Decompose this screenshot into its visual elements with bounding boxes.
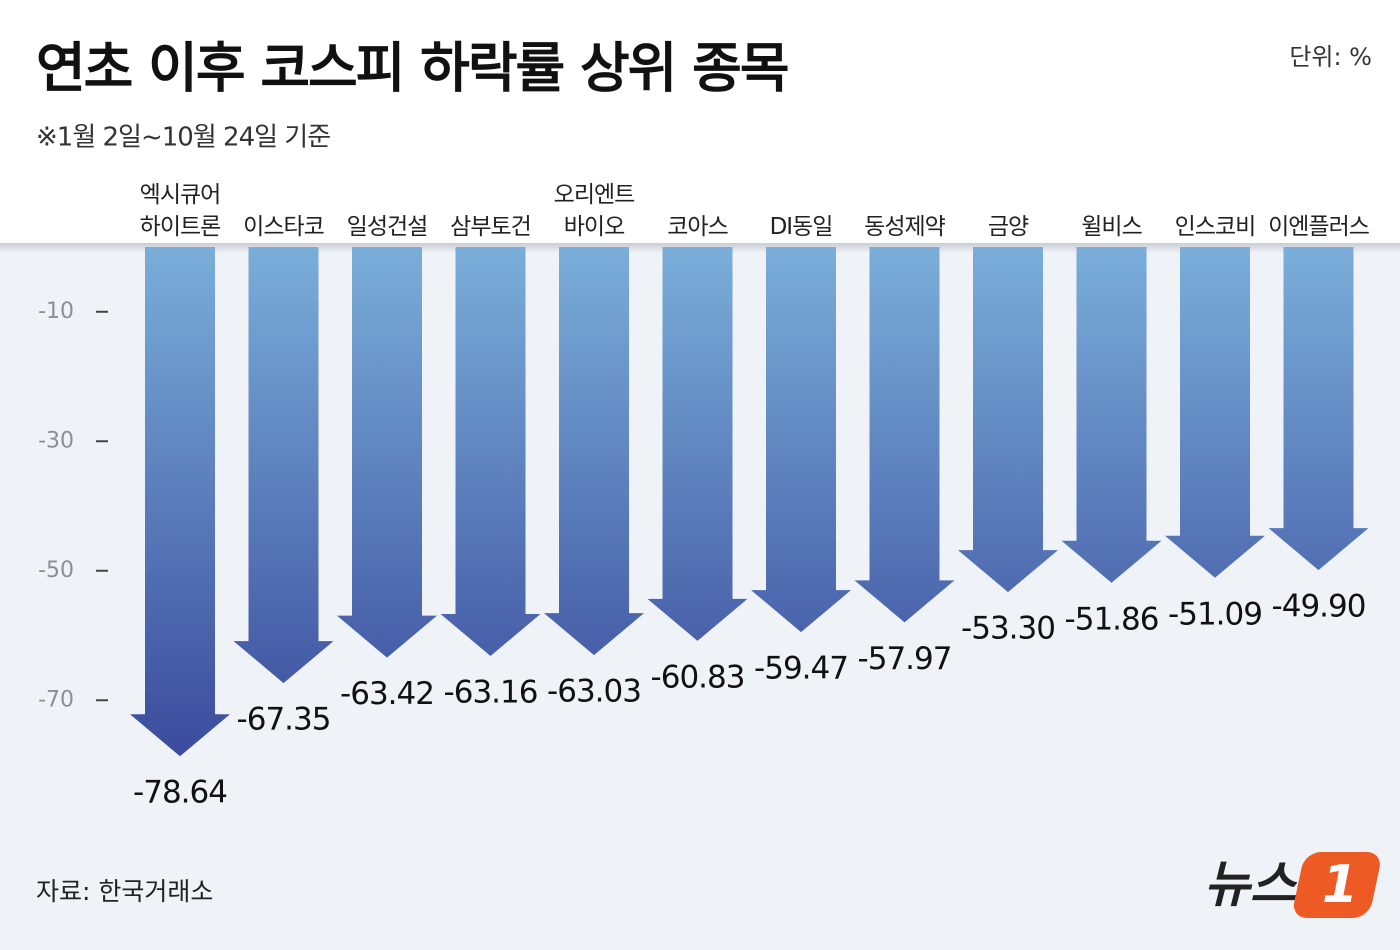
value-label: -49.90 [1272,589,1366,625]
value-label: -63.16 [444,674,538,710]
value-label: -63.03 [547,674,641,710]
logo-badge [1293,852,1380,918]
arrow-bar [647,247,748,641]
category-label: 동성제약 [864,214,946,240]
category-label: 금양 [987,214,1029,240]
y-tick-label: -10 [38,299,74,324]
unit: 단위: % [1289,43,1372,71]
value-label: -57.97 [858,641,952,677]
value-label: -67.35 [237,702,331,738]
y-tick-label: -50 [38,558,74,583]
value-label: -53.30 [961,611,1055,647]
category-label: 삼부토건 [450,214,532,240]
category-label: DI동일 [769,214,834,240]
value-label: -60.83 [651,659,745,695]
header-band [0,0,1400,245]
y-tick-label: -70 [38,687,74,712]
arrow-bar [751,247,851,633]
logo-text: 뉴스 [1204,856,1298,914]
arrow-bar [544,247,644,656]
value-label: -63.42 [340,676,434,712]
arrow-bar [1165,247,1265,578]
value-label: -78.64 [133,775,227,811]
category-label: 오리엔트 바이오 [553,182,636,240]
arrow-bar [337,247,437,658]
category-label: 이엔플러스 [1268,214,1370,240]
category-label: 인스코비 [1174,214,1257,240]
value-label: -51.09 [1168,596,1262,632]
category-label: 엑시큐어 하이트론 [139,182,222,240]
category-label: 윌비스 [1081,214,1142,240]
arrow-bar [1268,247,1369,571]
category-label: 코아스 [667,214,728,240]
arrow-bar [233,247,334,684]
arrow-bar [440,247,541,656]
category-label: 이스타코 [243,214,325,240]
chart-title: 연초 이후 코스피 하락률 상위 종목 [36,37,788,100]
arrow-bar [854,247,955,623]
arrow-bar [130,247,230,757]
source: 자료: 한국거래소 [36,877,213,906]
arrow-bar [958,247,1058,593]
category-label: 일성건설 [346,214,429,240]
y-tick-label: -30 [38,428,74,453]
arrow-bar [1061,247,1162,583]
value-label: -59.47 [754,651,848,687]
logo-number: 1 [1322,855,1358,915]
value-label: -51.86 [1065,601,1159,637]
subtitle: ※1월 2일~10월 24일 기준 [36,123,330,153]
